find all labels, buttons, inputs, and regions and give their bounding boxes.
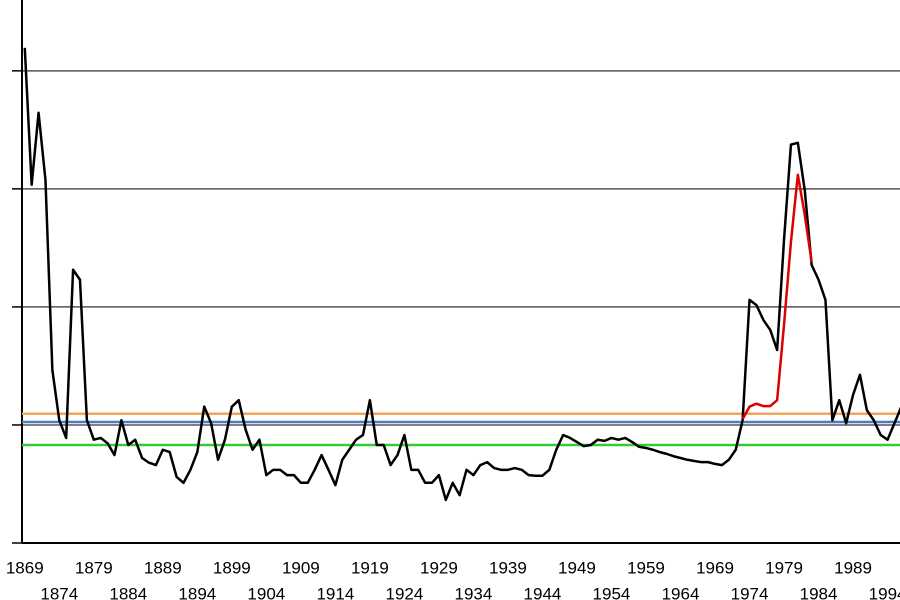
x-tick-label: 1949 xyxy=(558,558,596,577)
x-tick-label: 1984 xyxy=(800,584,838,600)
x-tick-label: 1964 xyxy=(662,584,700,600)
x-tick-label: 1879 xyxy=(75,558,113,577)
x-tick-label: 1914 xyxy=(316,584,354,600)
x-tick-label: 1979 xyxy=(765,558,803,577)
x-tick-label: 1884 xyxy=(109,584,147,600)
x-tick-label: 1904 xyxy=(247,584,285,600)
x-tick-label: 1954 xyxy=(593,584,631,600)
series-line xyxy=(741,173,813,420)
x-tick-label: 1994 xyxy=(869,584,900,600)
x-tick-label: 1974 xyxy=(731,584,769,600)
x-tick-label: 1934 xyxy=(455,584,493,600)
x-tick-label: 1989 xyxy=(834,558,872,577)
x-tick-label: 1944 xyxy=(524,584,562,600)
x-tick-label: 1894 xyxy=(178,584,216,600)
x-tick-label: 1919 xyxy=(351,558,389,577)
x-tick-label: 1899 xyxy=(213,558,251,577)
x-tick-label: 1929 xyxy=(420,558,458,577)
x-tick-label: 1939 xyxy=(489,558,527,577)
x-tick-label: 1889 xyxy=(144,558,182,577)
series-line xyxy=(23,47,900,502)
x-tick-label: 1924 xyxy=(385,584,423,600)
x-tick-label: 1959 xyxy=(627,558,665,577)
x-tick-label: 1969 xyxy=(696,558,734,577)
x-tick-label: 1909 xyxy=(282,558,320,577)
x-tick-label: 1874 xyxy=(40,584,78,600)
x-tick-label: 1869 xyxy=(6,558,44,577)
